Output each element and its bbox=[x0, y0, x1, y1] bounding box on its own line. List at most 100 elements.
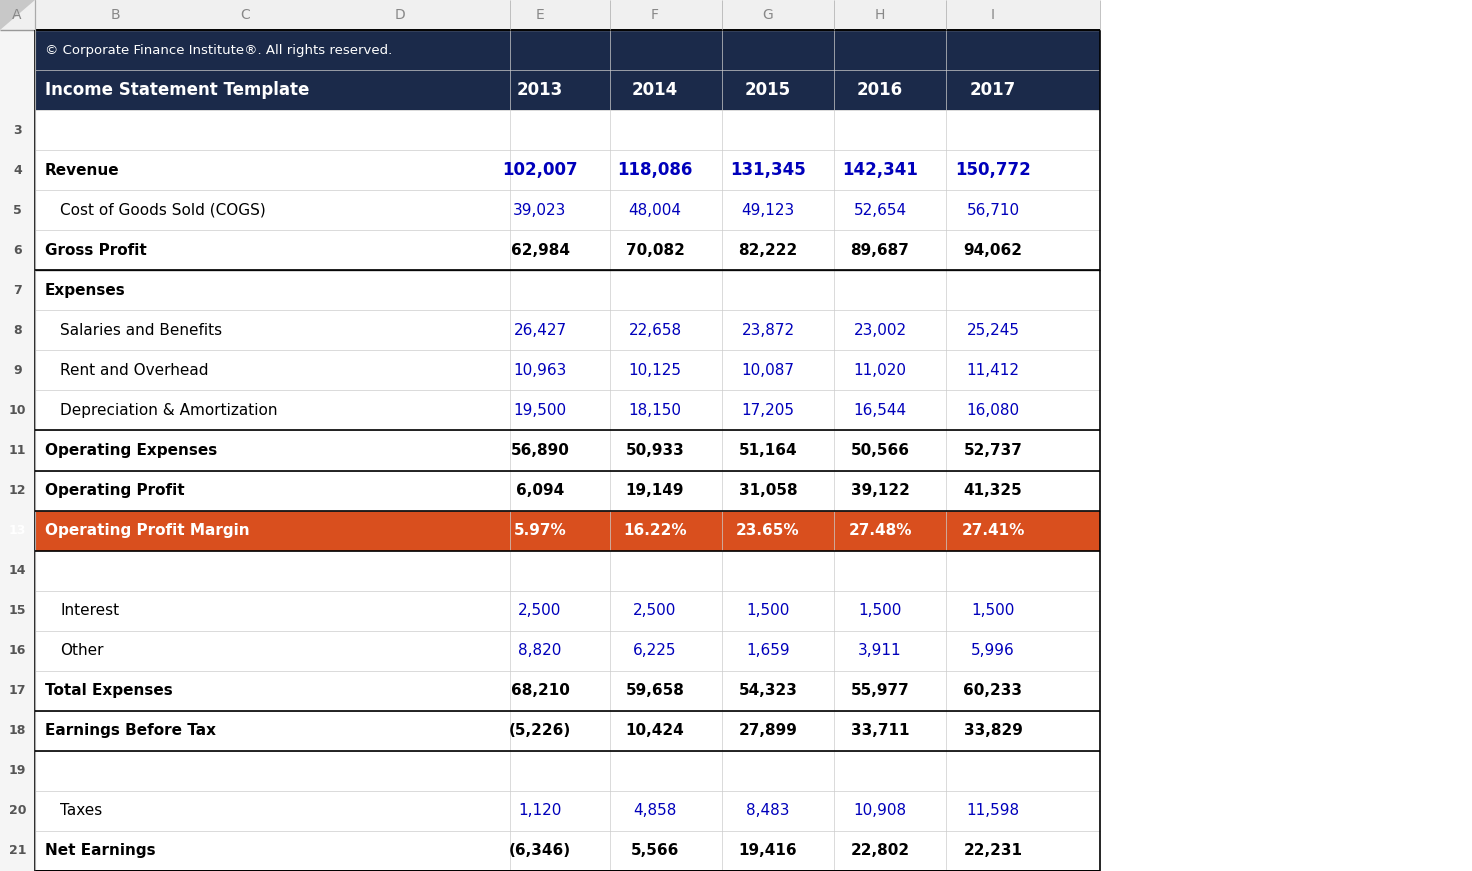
Text: 1,120: 1,120 bbox=[518, 803, 562, 819]
Bar bbox=[35, 430, 1100, 470]
Text: B: B bbox=[110, 8, 119, 22]
Text: 3,911: 3,911 bbox=[858, 644, 902, 658]
Bar bbox=[35, 390, 1100, 430]
Text: 19,416: 19,416 bbox=[739, 843, 798, 859]
Bar bbox=[35, 631, 1100, 671]
Text: (5,226): (5,226) bbox=[509, 723, 571, 739]
Text: 1,500: 1,500 bbox=[746, 604, 789, 618]
Text: 11,412: 11,412 bbox=[967, 363, 1020, 378]
Text: 1,500: 1,500 bbox=[972, 604, 1014, 618]
Text: 19,149: 19,149 bbox=[626, 483, 684, 498]
Text: Gross Profit: Gross Profit bbox=[46, 243, 147, 258]
Text: 56,710: 56,710 bbox=[967, 203, 1020, 218]
Bar bbox=[35, 550, 1100, 591]
Text: 23,872: 23,872 bbox=[742, 323, 795, 338]
Text: Other: Other bbox=[60, 644, 103, 658]
Text: Operating Expenses: Operating Expenses bbox=[46, 443, 218, 458]
Text: 3: 3 bbox=[13, 124, 22, 137]
Text: 6,094: 6,094 bbox=[515, 483, 564, 498]
Polygon shape bbox=[0, 0, 35, 30]
Text: 50,933: 50,933 bbox=[626, 443, 684, 458]
Text: 2,500: 2,500 bbox=[633, 604, 677, 618]
Text: 5,996: 5,996 bbox=[972, 644, 1014, 658]
Text: 131,345: 131,345 bbox=[730, 161, 805, 179]
Text: 16.22%: 16.22% bbox=[623, 523, 687, 538]
Text: 2014: 2014 bbox=[631, 81, 679, 99]
Text: Rent and Overhead: Rent and Overhead bbox=[60, 363, 209, 378]
Text: 82,222: 82,222 bbox=[739, 243, 798, 258]
Text: Salaries and Benefits: Salaries and Benefits bbox=[60, 323, 222, 338]
Bar bbox=[35, 831, 1100, 871]
Text: 39,122: 39,122 bbox=[851, 483, 910, 498]
Text: Depreciation & Amortization: Depreciation & Amortization bbox=[60, 403, 278, 418]
Text: 17: 17 bbox=[9, 685, 26, 698]
Text: 22,231: 22,231 bbox=[964, 843, 1023, 859]
Text: 14: 14 bbox=[9, 564, 26, 577]
Text: 2013: 2013 bbox=[517, 81, 564, 99]
Text: 22,802: 22,802 bbox=[851, 843, 910, 859]
Text: 59,658: 59,658 bbox=[626, 683, 684, 699]
Text: 49,123: 49,123 bbox=[742, 203, 795, 218]
Text: H: H bbox=[874, 8, 885, 22]
Text: 1,500: 1,500 bbox=[858, 604, 902, 618]
Text: 1,659: 1,659 bbox=[746, 644, 790, 658]
Bar bbox=[35, 110, 1100, 150]
Text: Earnings Before Tax: Earnings Before Tax bbox=[46, 723, 216, 739]
Text: 22,658: 22,658 bbox=[629, 323, 682, 338]
Text: 52,737: 52,737 bbox=[964, 443, 1023, 458]
Text: 5,566: 5,566 bbox=[631, 843, 679, 859]
Text: 12: 12 bbox=[9, 484, 26, 497]
Text: E: E bbox=[536, 8, 545, 22]
Text: 6,225: 6,225 bbox=[633, 644, 677, 658]
Text: 20: 20 bbox=[9, 805, 26, 817]
Text: 2017: 2017 bbox=[970, 81, 1016, 99]
Text: 150,772: 150,772 bbox=[955, 161, 1030, 179]
Text: 55,977: 55,977 bbox=[851, 683, 910, 699]
Text: (6,346): (6,346) bbox=[509, 843, 571, 859]
Text: 4: 4 bbox=[13, 164, 22, 177]
Text: 68,210: 68,210 bbox=[511, 683, 570, 699]
Text: Taxes: Taxes bbox=[60, 803, 102, 819]
Text: 60,233: 60,233 bbox=[964, 683, 1023, 699]
Text: 8,483: 8,483 bbox=[746, 803, 790, 819]
Text: 9: 9 bbox=[13, 364, 22, 377]
Text: 48,004: 48,004 bbox=[629, 203, 682, 218]
Text: I: I bbox=[991, 8, 995, 22]
Bar bbox=[35, 30, 1100, 70]
Text: 8,820: 8,820 bbox=[518, 644, 562, 658]
Text: F: F bbox=[651, 8, 659, 22]
Text: 19,500: 19,500 bbox=[514, 403, 567, 418]
Text: 4,858: 4,858 bbox=[633, 803, 677, 819]
Bar bbox=[35, 270, 1100, 310]
Text: 11,598: 11,598 bbox=[967, 803, 1020, 819]
Text: 25,245: 25,245 bbox=[967, 323, 1020, 338]
Text: Expenses: Expenses bbox=[46, 283, 125, 298]
Text: 33,829: 33,829 bbox=[964, 723, 1023, 739]
Text: 50,566: 50,566 bbox=[851, 443, 910, 458]
Bar bbox=[35, 591, 1100, 631]
Text: 18: 18 bbox=[9, 725, 26, 738]
Text: 8: 8 bbox=[13, 324, 22, 337]
Bar bbox=[35, 350, 1100, 390]
Text: Cost of Goods Sold (COGS): Cost of Goods Sold (COGS) bbox=[60, 203, 266, 218]
Text: 23.65%: 23.65% bbox=[736, 523, 799, 538]
Text: Total Expenses: Total Expenses bbox=[46, 683, 172, 699]
Text: 18,150: 18,150 bbox=[629, 403, 682, 418]
Bar bbox=[35, 791, 1100, 831]
Text: 5.97%: 5.97% bbox=[514, 523, 567, 538]
Text: Income Statement Template: Income Statement Template bbox=[46, 81, 309, 99]
Text: 27.41%: 27.41% bbox=[961, 523, 1025, 538]
Text: 54,323: 54,323 bbox=[739, 683, 798, 699]
Text: 26,427: 26,427 bbox=[514, 323, 567, 338]
Text: 16,080: 16,080 bbox=[967, 403, 1020, 418]
Text: 13: 13 bbox=[9, 524, 26, 537]
Bar bbox=[0, 0, 35, 871]
Text: 94,062: 94,062 bbox=[964, 243, 1023, 258]
Text: 27,899: 27,899 bbox=[739, 723, 798, 739]
Text: 142,341: 142,341 bbox=[842, 161, 919, 179]
Text: 70,082: 70,082 bbox=[626, 243, 684, 258]
Text: 41,325: 41,325 bbox=[964, 483, 1023, 498]
Text: 10: 10 bbox=[9, 404, 26, 417]
Text: 62,984: 62,984 bbox=[511, 243, 570, 258]
Bar bbox=[35, 310, 1100, 350]
